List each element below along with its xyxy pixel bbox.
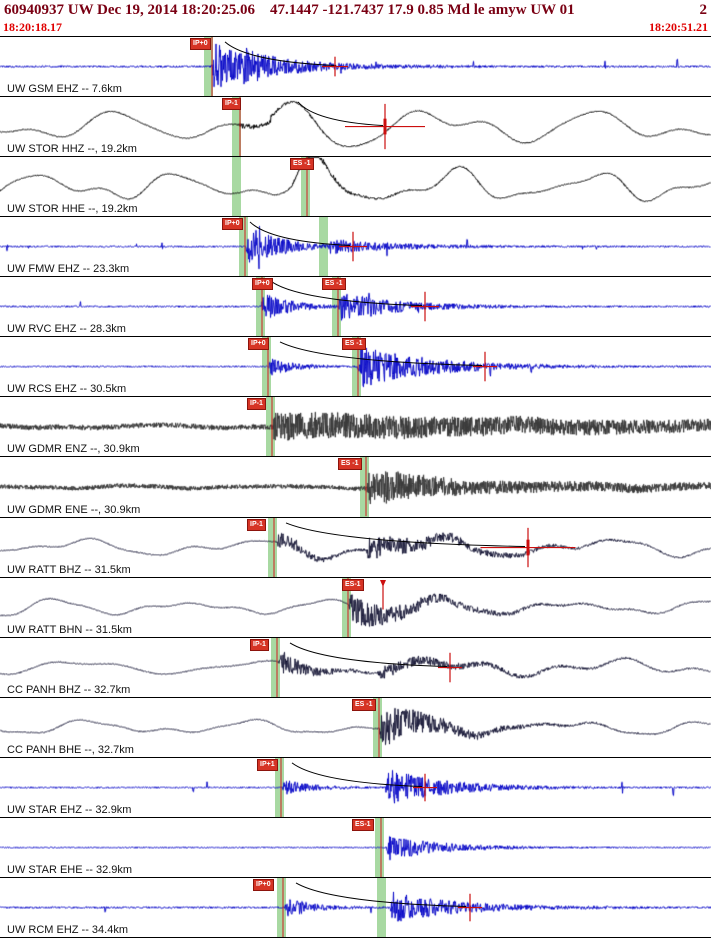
waveform-canvas-stor-hhe[interactable] (0, 157, 711, 217)
coda-decay-curve (271, 281, 423, 307)
station-label: CC PANH BHZ -- 32.7km (7, 683, 131, 696)
pick-overlay (378, 697, 380, 757)
station-label: UW STOR HHE --, 19.2km (7, 203, 138, 216)
station-label: UW RCS EHZ -- 30.5km (7, 383, 127, 396)
pick-overlay (365, 457, 367, 517)
trace-panel-gdmr-enz[interactable]: IP-1 UW GDMR ENZ --, 30.9km (0, 396, 711, 457)
window-end-time: 18:20:51.21 (649, 20, 708, 34)
station-label: UW RCM EHZ -- 34.4km (7, 923, 128, 936)
station-label: UW STAR EHE -- 32.9km (7, 863, 133, 876)
pick-flag[interactable]: IP+0 (253, 878, 274, 891)
trace-panel-gdmr-ene[interactable]: ES -1 UW GDMR ENE --, 30.9km (0, 456, 711, 517)
pick-flag[interactable]: IP-1 (247, 398, 266, 411)
phase-marker-triangle (380, 579, 386, 587)
coda-decay-curve (295, 882, 467, 907)
station-label: UW STAR EHZ -- 32.9km (7, 803, 132, 816)
coda-decay-curve (285, 521, 526, 547)
pick-flag[interactable]: IP-1 (247, 518, 266, 531)
pick-flag[interactable]: IP+0 (248, 338, 269, 351)
pick-overlay (211, 37, 348, 97)
trace-panel-rcm-ehz[interactable]: IP+0 UW RCM EHZ -- 34.4km (0, 876, 711, 938)
waveform-canvas-ratt-bhz[interactable] (0, 517, 711, 577)
pick-flag[interactable]: IP+0 (252, 278, 273, 291)
trace-panel-panh-bhe[interactable]: ES -1 CC PANH BHE --, 32.7km (0, 696, 711, 757)
trace-panel-panh-bhz[interactable]: IP-1 CC PANH BHZ -- 32.7km (0, 636, 711, 697)
pick-overlay (239, 97, 425, 157)
coda-decay-curve (249, 221, 351, 247)
pick-flag[interactable]: IP+1 (257, 758, 278, 771)
pick-overlay (271, 397, 273, 457)
station-label: CC PANH BHE --, 32.7km (7, 743, 134, 756)
window-start-time: 18:20:18.17 (3, 20, 62, 34)
coda-decay-curve (289, 642, 448, 667)
page-number: 2 (699, 1, 708, 18)
trace-panel-star-ehe[interactable]: ES-1 UW STAR EHE -- 32.9km (0, 816, 711, 877)
event-header: 60940937 UW Dec 19, 2014 18:20:25.06 47.… (0, 0, 711, 20)
coda-decay-curve (279, 341, 483, 367)
trace-panel-star-ehz[interactable]: IP+1 UW STAR EHZ -- 32.9km (0, 756, 711, 817)
waveform-canvas-rcm-ehz[interactable] (0, 877, 711, 937)
pick-flag[interactable]: ES-1 (342, 578, 364, 591)
waveform-canvas-gdmr-enz[interactable] (0, 397, 711, 457)
pick-overlay (380, 817, 382, 877)
waveform-canvas-panh-bhz[interactable] (0, 637, 711, 697)
coda-decay-curve (291, 762, 423, 787)
pick-flag[interactable]: ES -1 (342, 338, 366, 351)
pick-flag[interactable]: ES -1 (290, 158, 314, 171)
pick-overlay (276, 637, 462, 697)
event-summary: 60940937 UW Dec 19, 2014 18:20:25.06 47.… (4, 1, 575, 18)
trace-panel-fmw-ehz[interactable]: IP+0 UW FMW EHZ -- 23.3km (0, 216, 711, 277)
pick-flag[interactable]: ES -1 (338, 458, 362, 471)
time-header: 18:20:18.17 18:20:51.21 (0, 20, 711, 36)
pick-flag[interactable]: IP+0 (190, 38, 211, 50)
coda-marker-handle[interactable] (526, 539, 530, 555)
pick-overlay (280, 757, 437, 817)
coda-marker-handle[interactable] (383, 118, 387, 135)
station-label: UW GDMR ENZ --, 30.9km (7, 443, 140, 456)
pick-flag[interactable]: IP-1 (222, 98, 241, 111)
station-label: UW STOR HHZ --, 19.2km (7, 143, 137, 156)
coda-decay-curve (224, 41, 337, 67)
pick-flag[interactable]: IP+0 (222, 218, 243, 231)
trace-panel-rcs-ehz[interactable]: IP+0 ES -1 UW RCS EHZ -- 30.5km (0, 336, 711, 397)
station-label: UW RATT BHZ -- 31.5km (7, 563, 131, 576)
pick-flag[interactable]: ES -1 (352, 698, 376, 711)
station-label: UW RVC EHZ -- 28.3km (7, 323, 126, 336)
trace-panel-ratt-bhn[interactable]: ES-1 UW RATT BHN -- 31.5km (0, 576, 711, 637)
trace-panel-rvc-ehz[interactable]: IP+0 ES -1 UW RVC EHZ -- 28.3km (0, 276, 711, 337)
pick-flag[interactable]: ES -1 (322, 278, 346, 291)
trace-panel-gsm-ehz[interactable]: IP+0 UW GSM EHZ -- 7.6km (0, 36, 711, 97)
trace-panel-stor-hhz[interactable]: IP-1 UW STOR HHZ --, 19.2km (0, 96, 711, 157)
coda-decay-curve (297, 101, 384, 127)
waveform-canvas-star-ehz[interactable] (0, 757, 711, 817)
station-label: UW GSM EHZ -- 7.6km (7, 83, 122, 96)
station-label: UW FMW EHZ -- 23.3km (7, 263, 130, 276)
station-label: UW GDMR ENE --, 30.9km (7, 503, 141, 516)
waveform-canvas-gsm-ehz[interactable] (0, 37, 711, 97)
pick-overlay (273, 517, 576, 577)
station-label: UW RATT BHN -- 31.5km (7, 623, 132, 636)
pick-flag[interactable]: IP-1 (250, 638, 269, 651)
waveform-canvas-rvc-ehz[interactable] (0, 277, 711, 337)
trace-panel-ratt-bhz[interactable]: IP-1 UW RATT BHZ -- 31.5km (0, 516, 711, 577)
trace-list: IP+0 UW GSM EHZ -- 7.6km IP-1 UW STOR HHZ -… (0, 36, 711, 938)
trace-panel-stor-hhe[interactable]: ES -1 UW STOR HHE --, 19.2km (0, 156, 711, 217)
pick-flag[interactable]: ES-1 (352, 818, 374, 831)
pick-overlay (244, 217, 367, 277)
pick-overlay (282, 877, 482, 937)
